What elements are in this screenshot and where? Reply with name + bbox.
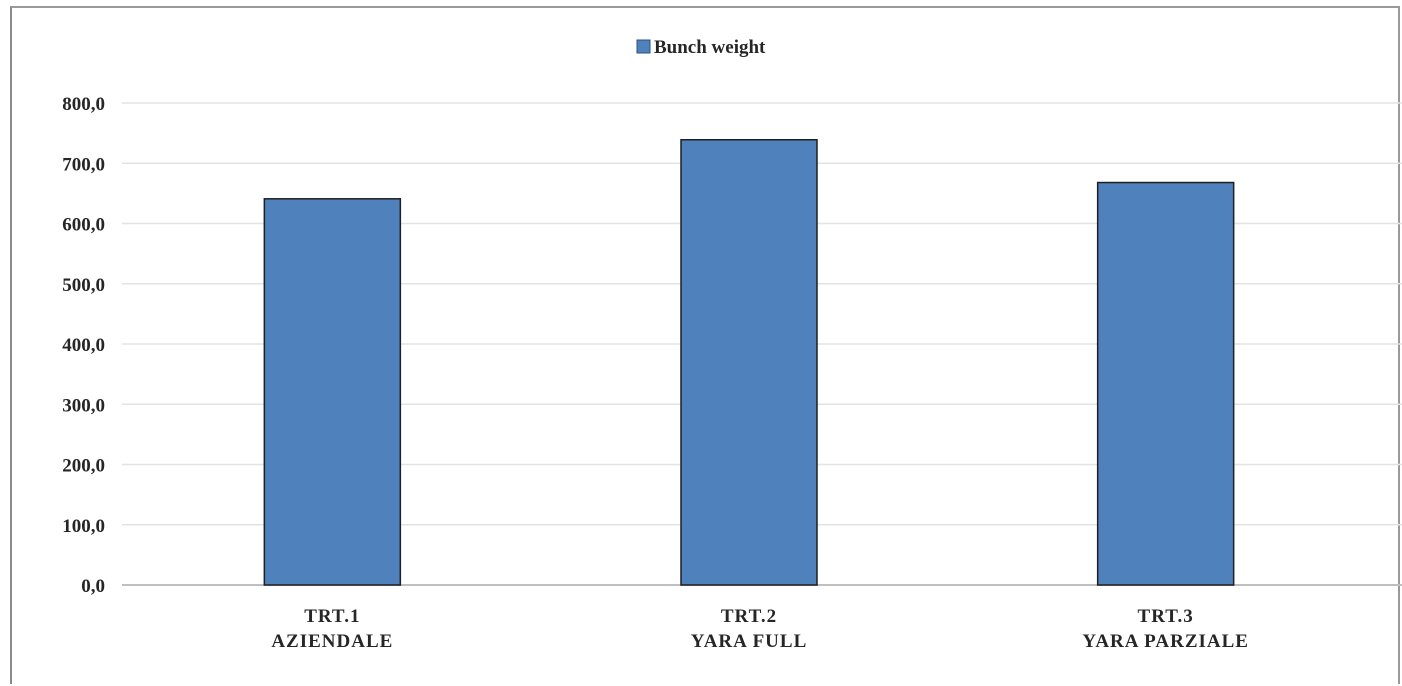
- y-tick-label: 700,0: [62, 154, 105, 175]
- bars: [263, 139, 1235, 586]
- legend-swatch: [636, 39, 651, 54]
- legend: Bunch weight: [636, 37, 766, 58]
- legend-entry-label: Bunch weight: [654, 37, 766, 58]
- x-category-label: AZIENDALE: [271, 631, 393, 652]
- x-axis-category-labels: TRT.1 AZIENDALE TRT.2 YARA FULL TRT.3 YARA PA…: [271, 606, 1249, 652]
- y-tick-label: 500,0: [62, 275, 105, 296]
- x-category-label: TRT.2: [721, 606, 777, 627]
- x-category-label: YARA FULL: [691, 631, 808, 652]
- y-tick-label: 600,0: [62, 215, 105, 236]
- y-tick-label: 100,0: [62, 516, 105, 537]
- bar: [263, 198, 402, 586]
- bar: [1096, 181, 1235, 586]
- y-tick-label: 300,0: [62, 395, 105, 416]
- y-tick-label: 400,0: [62, 335, 105, 356]
- x-category-label: TRT.1: [304, 606, 360, 627]
- x-category-label: TRT.3: [1138, 606, 1194, 627]
- y-tick-label: 0,0: [81, 576, 105, 597]
- y-tick-label: 800,0: [62, 94, 105, 115]
- bar: [680, 139, 818, 586]
- x-category-label: YARA PARZIALE: [1082, 631, 1249, 652]
- y-axis-tick-labels: 0,0 100,0 200,0 300,0 400,0 500,0 600,0 700,0 80…: [62, 94, 105, 597]
- y-tick-label: 200,0: [62, 456, 105, 477]
